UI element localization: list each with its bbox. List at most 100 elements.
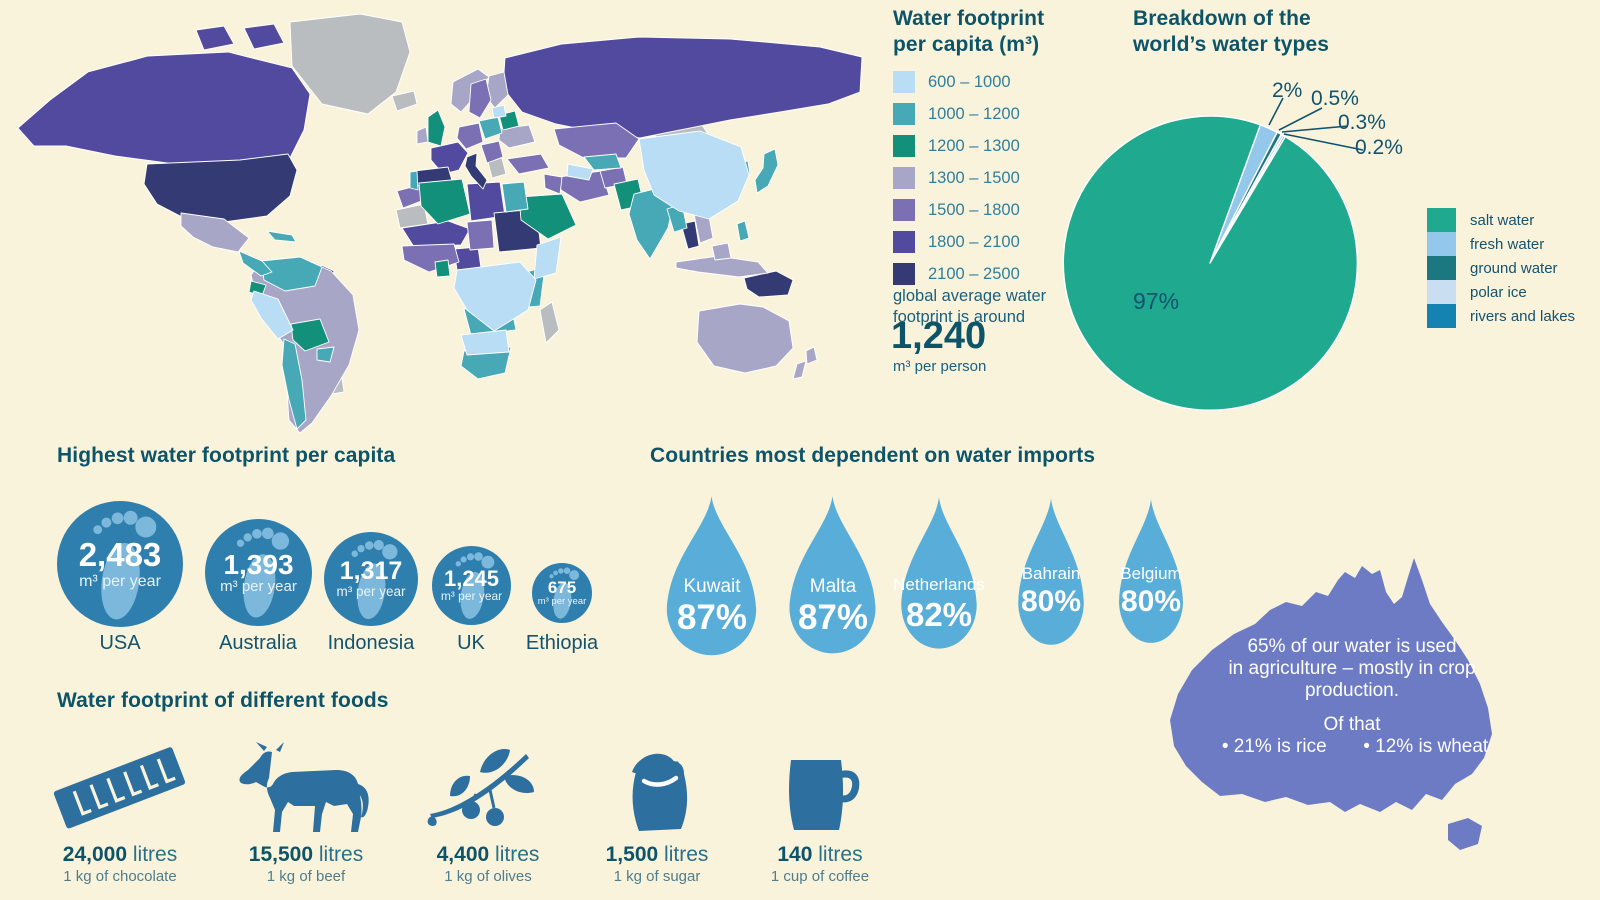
- map-region-sweden: [468, 78, 492, 119]
- food-desc-olives: 1 kg of olives: [444, 868, 532, 885]
- map-region-central-america: [238, 250, 273, 277]
- drop-pct-malta: 87%: [797, 598, 869, 637]
- map-region-arctic-islands-2: [243, 23, 285, 50]
- australia-mainland: [1170, 558, 1492, 812]
- global-average-note-line2: footprint is around: [893, 308, 1026, 327]
- footprint-icon: [549, 567, 580, 620]
- map-region-china: [638, 130, 750, 220]
- footprint-icon: [455, 552, 494, 620]
- food-value-unit: litres: [132, 843, 178, 866]
- footprint-value: 1,245: [443, 566, 500, 592]
- map-region-saudi-arabia: [518, 193, 577, 240]
- food-value-chocolate: 24,000 litres: [40, 843, 200, 867]
- legend-range-label: 2100 – 2500: [928, 264, 1020, 283]
- food-value-number: 1,500: [605, 843, 659, 866]
- pie-legend-swatch-rivers-lakes: [1427, 304, 1456, 328]
- pie-slice-salt-water: [1062, 115, 1359, 411]
- pie-legend-label-polar-ice: polar ice: [1470, 284, 1527, 301]
- map-region-philippines: [736, 220, 750, 242]
- map-region-colombia-venezuela: [260, 256, 323, 292]
- pie-salt-water-label: 97%: [1133, 288, 1180, 314]
- map-region-iceland: [391, 90, 418, 112]
- map-region-arctic-islands: [195, 25, 235, 51]
- map-region-west-africa: [401, 243, 460, 273]
- footprint-unit: m³ per year: [79, 572, 161, 590]
- map-legend-title-line1: Water footprint: [893, 7, 1045, 30]
- legend-swatch-2100-2500: [893, 263, 915, 285]
- food-value-number: 4,400: [436, 843, 490, 866]
- pie-callout-ground-water: 0.5%: [1311, 87, 1359, 110]
- footprint-country-indonesia: Indonesia: [327, 632, 415, 654]
- water-drop-kuwait: [666, 496, 757, 656]
- map-region-italy: [464, 152, 488, 190]
- leader-line-rivers-lakes: [1283, 133, 1364, 151]
- water-types-pie-chart: [1062, 97, 1364, 411]
- pie-legend-swatch-fresh-water: [1427, 232, 1456, 256]
- food-desc-chocolate: 1 kg of chocolate: [63, 868, 177, 885]
- drop-country-belgium: Belgium: [1120, 564, 1182, 583]
- footprint-icon: [93, 510, 157, 620]
- footprint-icon: [236, 527, 289, 618]
- olive-branch-icon: [427, 748, 534, 826]
- pie-legend-swatch-polar-ice: [1427, 280, 1456, 304]
- map-region-new-zealand-north: [805, 346, 818, 365]
- map-region-borneo: [711, 242, 732, 261]
- map-legend-title: Water footprint per capita (m³): [893, 6, 1113, 59]
- legend-range-label: 600 – 1000: [928, 72, 1011, 91]
- map-region-ghana: [434, 259, 451, 278]
- pie-wedges: [1062, 115, 1359, 411]
- pie-legend-swatch-ground-water: [1427, 256, 1456, 280]
- water-drop-belgium: [1119, 499, 1183, 643]
- legend-swatch-1200-1300: [893, 135, 915, 157]
- legend-range-label: 1500 – 1800: [928, 200, 1020, 219]
- pie-title-line2: world’s water types: [1133, 33, 1330, 57]
- footprint-value: 1,393: [223, 548, 294, 580]
- pie-legend-swatch-salt-water: [1427, 208, 1456, 232]
- footprint-country-ethiopia: Ethiopia: [525, 632, 599, 654]
- map-region-baltics: [491, 104, 507, 119]
- legend-swatch-1000-1200: [893, 103, 915, 125]
- map-region-russia: [502, 36, 863, 139]
- pie-title-line1: Breakdown of the: [1133, 7, 1311, 30]
- pie-legend-label-ground-water: ground water: [1470, 260, 1558, 277]
- pie-title: Breakdown of the world’s water types: [1133, 6, 1393, 59]
- map-legend-title-line2: per capita (m³): [893, 33, 1040, 57]
- footprint-unit: m³ per year: [537, 595, 587, 607]
- drop-country-malta: Malta: [809, 576, 857, 597]
- legend-swatch-600-1000: [893, 71, 915, 93]
- pie-callout-fresh-water: 2%: [1272, 79, 1303, 102]
- australia-tasmania: [1448, 818, 1482, 850]
- legend-range-label: 1300 – 1500: [928, 168, 1020, 187]
- food-value-unit: litres: [818, 843, 863, 866]
- leader-line-fresh-water: [1268, 97, 1284, 126]
- map-region-peru: [250, 290, 294, 340]
- footprint-circle-indonesia: 1,317 m³ per year: [324, 532, 418, 626]
- footprint-circle-ethiopia: 675 m³ per year: [532, 563, 592, 623]
- food-value-sugar: 1,500 litres: [577, 843, 737, 867]
- map-region-ireland: [416, 126, 429, 145]
- food-desc-sugar: 1 kg of sugar: [613, 868, 701, 885]
- global-average-note: global average water footprint is around: [893, 286, 1046, 329]
- map-region-canada: [17, 51, 311, 169]
- legend-row-1300-1500: 1300 – 1500: [893, 167, 1020, 189]
- pie-legend-label-fresh-water: fresh water: [1470, 236, 1545, 253]
- footprint-circle-australia: 1,393 m³ per year: [205, 519, 312, 626]
- map-region-central-africa: [453, 261, 537, 332]
- australia-fact-line2: in agriculture – mostly in crop: [1228, 658, 1476, 679]
- footprint-unit: m³ per year: [440, 589, 503, 604]
- map-region-ukraine: [498, 124, 536, 149]
- water-drop-bahrain: [1018, 498, 1084, 645]
- map-region-new-zealand-south: [792, 360, 807, 380]
- water-drop-netherlands: [901, 497, 977, 649]
- map-region-caribbean: [266, 230, 297, 243]
- cow-icon: [239, 742, 369, 832]
- map-region-uk: [427, 109, 446, 147]
- global-average-value: 1,240: [891, 315, 987, 357]
- food-value-unit: litres: [664, 843, 709, 866]
- pie-callout-rivers-lakes: 0.2%: [1355, 136, 1403, 159]
- pie-callout-polar-ice: 0.3%: [1338, 111, 1386, 134]
- map-region-balkans: [480, 140, 504, 164]
- footprint-unit: m³ per year: [336, 583, 406, 599]
- drop-pct-kuwait: 87%: [676, 598, 748, 637]
- map-region-turkey: [506, 153, 550, 175]
